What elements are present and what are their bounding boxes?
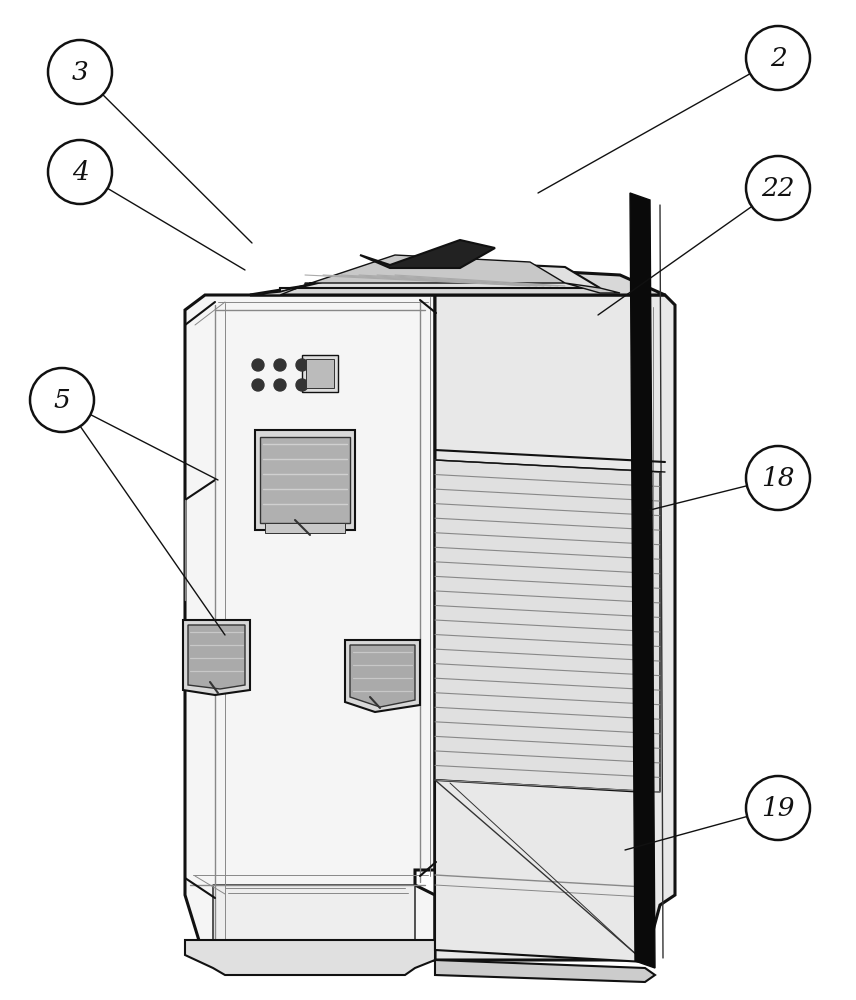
Polygon shape <box>280 260 600 292</box>
Circle shape <box>296 359 308 371</box>
Polygon shape <box>185 295 435 960</box>
Text: 19: 19 <box>761 796 794 820</box>
Polygon shape <box>188 625 245 689</box>
Polygon shape <box>250 285 305 295</box>
Circle shape <box>274 359 286 371</box>
Polygon shape <box>305 255 565 285</box>
Circle shape <box>30 368 94 432</box>
Text: 2: 2 <box>770 45 787 70</box>
Polygon shape <box>360 240 495 268</box>
Polygon shape <box>213 885 415 960</box>
Text: 18: 18 <box>761 466 794 490</box>
Polygon shape <box>260 437 350 523</box>
Polygon shape <box>435 295 675 960</box>
Circle shape <box>252 359 264 371</box>
Polygon shape <box>306 359 334 388</box>
Circle shape <box>746 446 810 510</box>
Polygon shape <box>183 620 250 695</box>
Polygon shape <box>255 430 355 530</box>
Polygon shape <box>630 193 655 968</box>
Circle shape <box>48 140 112 204</box>
Polygon shape <box>265 523 345 533</box>
Circle shape <box>746 776 810 840</box>
Text: 5: 5 <box>54 387 70 412</box>
Polygon shape <box>302 355 338 392</box>
Circle shape <box>746 26 810 90</box>
Circle shape <box>252 379 264 391</box>
Polygon shape <box>350 645 415 707</box>
Circle shape <box>746 156 810 220</box>
Polygon shape <box>185 940 435 975</box>
Polygon shape <box>435 780 645 962</box>
Polygon shape <box>435 960 655 982</box>
Text: 4: 4 <box>72 159 88 184</box>
Circle shape <box>48 40 112 104</box>
Circle shape <box>274 379 286 391</box>
Text: 3: 3 <box>72 60 88 85</box>
Polygon shape <box>345 640 420 712</box>
Circle shape <box>296 379 308 391</box>
Text: 22: 22 <box>761 176 794 200</box>
Polygon shape <box>565 283 620 293</box>
Polygon shape <box>435 460 660 792</box>
Polygon shape <box>250 265 665 295</box>
